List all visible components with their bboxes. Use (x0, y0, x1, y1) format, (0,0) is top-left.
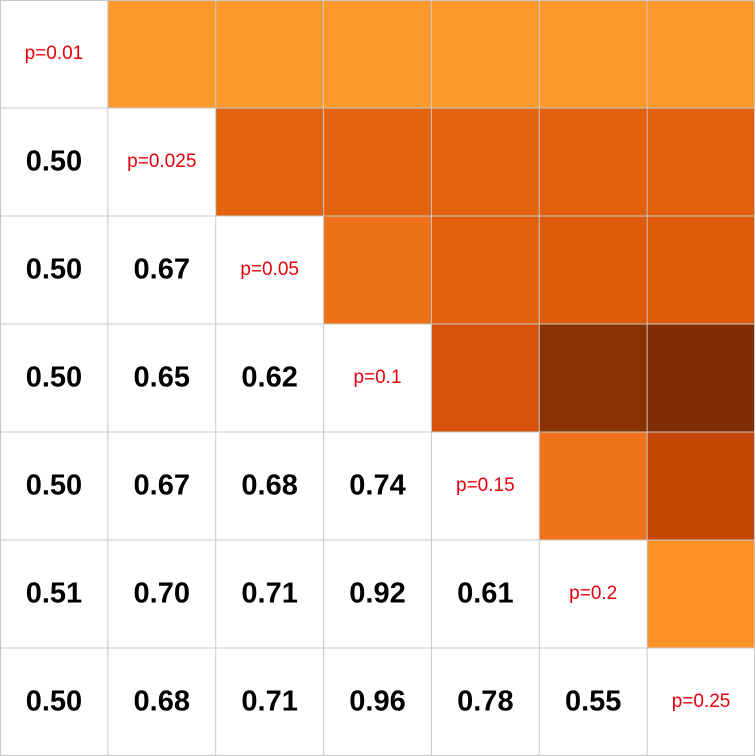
cell-r4-c1 (107, 432, 216, 540)
cell-r1-c4 (431, 108, 540, 216)
value-label-r6-c3: 0.96 (349, 686, 405, 718)
value-label-r3-c0: 0.50 (26, 362, 82, 394)
cell-r2-c2 (215, 216, 324, 324)
cell-r4-c2 (215, 432, 324, 540)
cell-r5-c6 (647, 540, 755, 648)
cell-r3-c6 (647, 324, 755, 432)
cell-r4-c0 (0, 432, 108, 540)
value-label-r3-c1: 0.65 (134, 362, 190, 394)
cell-r1-c2 (215, 108, 324, 216)
value-label-r6-c0: 0.50 (26, 686, 82, 718)
diagonal-label-2: p=0.05 (240, 259, 299, 280)
cell-r1-c6 (647, 108, 755, 216)
cell-r0-c3 (323, 0, 432, 108)
cell-r3-c4 (431, 324, 540, 432)
cell-r3-c5 (539, 324, 648, 432)
value-label-r4-c1: 0.67 (134, 470, 190, 502)
diagonal-label-1: p=0.025 (127, 151, 196, 172)
cell-r5-c4 (431, 540, 540, 648)
diagonal-label-4: p=0.15 (456, 475, 515, 496)
cell-r6-c3 (323, 648, 432, 756)
cell-r3-c2 (215, 324, 324, 432)
cell-r0-c4 (431, 0, 540, 108)
value-label-r3-c2: 0.62 (241, 362, 297, 394)
diagonal-label-6: p=0.25 (672, 691, 731, 712)
value-label-r2-c0: 0.50 (26, 254, 82, 286)
value-label-r6-c1: 0.68 (134, 686, 190, 718)
cell-r6-c6 (647, 648, 755, 756)
value-label-r4-c0: 0.50 (26, 470, 82, 502)
cell-r6-c1 (107, 648, 216, 756)
cell-r0-c0 (0, 0, 108, 108)
cell-r2-c5 (539, 216, 648, 324)
cell-r2-c3 (323, 216, 432, 324)
cell-r3-c1 (107, 324, 216, 432)
value-label-r4-c2: 0.68 (241, 470, 297, 502)
cell-r2-c4 (431, 216, 540, 324)
value-label-r5-c0: 0.51 (26, 578, 82, 610)
value-label-r2-c1: 0.67 (134, 254, 190, 286)
cell-r6-c2 (215, 648, 324, 756)
cell-r1-c3 (323, 108, 432, 216)
value-label-r6-c2: 0.71 (241, 686, 297, 718)
value-label-r5-c1: 0.70 (134, 578, 190, 610)
diagonal-label-5: p=0.2 (569, 583, 617, 604)
cell-r4-c6 (647, 432, 755, 540)
cell-r4-c5 (539, 432, 648, 540)
cell-r0-c6 (647, 0, 755, 108)
cell-r2-c1 (107, 216, 216, 324)
cell-labels: p=0.01 0.50 p=0.025 0.50 0.67 p=0.05 0.50 0.65 0… (25, 43, 731, 718)
cell-r0-c2 (215, 0, 324, 108)
cell-r1-c0 (0, 108, 108, 216)
cell-r2-c0 (0, 216, 108, 324)
cell-r6-c5 (539, 648, 648, 756)
value-label-r5-c2: 0.71 (241, 578, 297, 610)
cell-r5-c0 (0, 540, 108, 648)
cell-r5-c3 (323, 540, 432, 648)
cell-r1-c5 (539, 108, 648, 216)
cell-r3-c0 (0, 324, 108, 432)
value-label-r6-c4: 0.78 (457, 686, 513, 718)
cell-r6-c0 (0, 648, 108, 756)
cell-r5-c1 (107, 540, 216, 648)
value-label-r4-c3: 0.74 (349, 470, 405, 502)
cell-r6-c4 (431, 648, 540, 756)
cell-r3-c3 (323, 324, 432, 432)
cell-r5-c5 (539, 540, 648, 648)
cell-r1-c1 (107, 108, 216, 216)
value-label-r1-c0: 0.50 (26, 146, 82, 178)
value-label-r6-c5: 0.55 (565, 686, 621, 718)
value-label-r5-c3: 0.92 (349, 578, 405, 610)
cell-r2-c6 (647, 216, 755, 324)
value-label-r5-c4: 0.61 (457, 578, 513, 610)
cell-r0-c5 (539, 0, 648, 108)
cell-r4-c3 (323, 432, 432, 540)
cell-r4-c4 (431, 432, 540, 540)
cell-r0-c1 (107, 0, 216, 108)
cell-r5-c2 (215, 540, 324, 648)
diagonal-label-3: p=0.1 (353, 367, 401, 388)
diagonal-label-0: p=0.01 (25, 43, 84, 64)
